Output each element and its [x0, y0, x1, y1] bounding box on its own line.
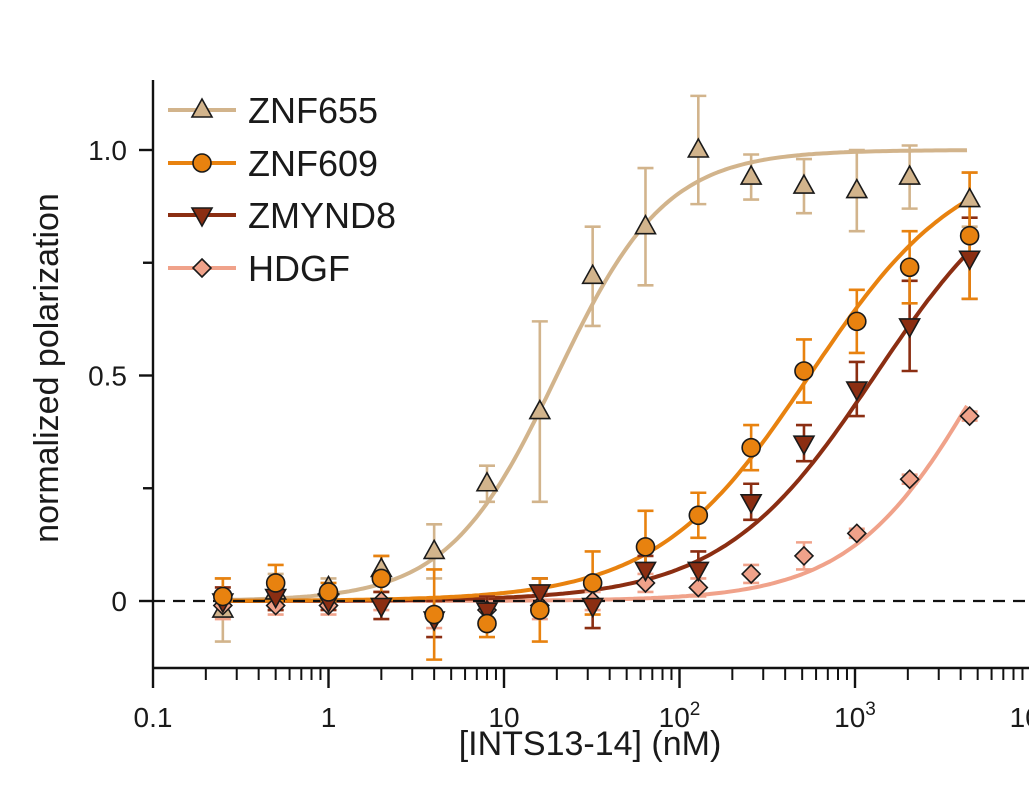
- data-point-zmynd8: [958, 250, 981, 271]
- data-point-znf655: [422, 538, 446, 560]
- data-point-hdgf: [846, 523, 867, 544]
- legend-label-hdgf: HDGF: [248, 248, 350, 289]
- y-tick-label: 0.5: [88, 361, 127, 392]
- data-point-znf609: [899, 257, 920, 278]
- data-point-zmynd8: [845, 381, 869, 402]
- data-point-hdgf: [899, 469, 920, 490]
- legend-marker-znf655: [190, 97, 214, 118]
- legend-label-znf609: ZNF609: [248, 143, 378, 184]
- data-point-znf655: [528, 398, 552, 420]
- x-tick-label: 0.1: [134, 702, 173, 733]
- data-point-zmynd8: [898, 318, 921, 339]
- data-point-znf609: [959, 225, 980, 246]
- data-point-znf609: [371, 568, 392, 589]
- legend: ZNF655 ZNF609 ZMYND8 HDGF: [168, 90, 396, 289]
- data-point-znf609: [635, 537, 656, 557]
- fit-curve-znf655: [222, 148, 968, 602]
- data-point-znf655: [958, 186, 981, 208]
- data-point-znf609: [794, 361, 814, 381]
- axes: 00.51.00.1110102103104: [88, 80, 1029, 733]
- data-point-hdgf: [959, 405, 980, 427]
- data-point-hdgf: [741, 563, 762, 585]
- data-point-zmynd8: [369, 597, 393, 619]
- fit-curve-hdgf: [222, 404, 969, 603]
- y-tick-label: 1.0: [88, 135, 127, 166]
- data-point-zmynd8: [475, 602, 499, 623]
- data-point-znf609: [847, 311, 867, 332]
- x-tick-exponent: 3: [865, 699, 876, 720]
- data-point-zmynd8: [634, 561, 657, 583]
- data-point-hdgf: [793, 545, 815, 567]
- data-point-hdgf: [635, 572, 656, 594]
- x-tick-label: 1: [321, 702, 337, 733]
- data-point-zmynd8: [528, 584, 552, 605]
- data-point-zmynd8: [792, 435, 816, 456]
- fit-curve-zmynd8: [222, 252, 969, 603]
- data-point-znf655: [845, 177, 869, 199]
- y-tick-label: 0: [111, 586, 127, 617]
- data-point-znf655: [475, 471, 499, 492]
- data-point-znf655: [898, 164, 921, 185]
- data-point-hdgf: [688, 577, 709, 598]
- data-point-znf609: [477, 613, 497, 634]
- legend-label-znf655: ZNF655: [248, 90, 378, 131]
- data-point-znf609: [582, 573, 603, 593]
- data-point-znf655: [792, 173, 816, 194]
- data-point-znf609: [741, 437, 761, 458]
- data-point-znf655: [739, 164, 763, 185]
- data-point-znf609: [688, 505, 709, 526]
- x-tick-label: 10: [488, 702, 519, 733]
- data-markers: [211, 137, 981, 634]
- data-point-znf609: [213, 586, 233, 607]
- data-point-znf655: [581, 263, 605, 285]
- data-point-znf655: [634, 214, 657, 235]
- y-axis-label: normalized polarization: [28, 193, 66, 543]
- data-point-zmynd8: [686, 561, 710, 583]
- data-point-znf655: [686, 137, 710, 158]
- data-point-znf609: [530, 600, 550, 620]
- x-tick-label: 104: [1010, 699, 1029, 733]
- data-point-znf609: [318, 582, 339, 602]
- data-point-zmynd8: [581, 597, 605, 619]
- data-point-zmynd8: [739, 493, 763, 515]
- legend-marker-hdgf: [191, 257, 213, 279]
- x-tick-exponent: 2: [690, 699, 701, 720]
- data-point-znf609: [265, 573, 286, 593]
- legend-marker-znf609: [192, 153, 212, 173]
- data-point-znf609: [424, 604, 444, 625]
- x-tick-label: 103: [834, 699, 876, 733]
- legend-label-zmynd8: ZMYND8: [248, 195, 396, 236]
- legend-marker-zmynd8: [190, 207, 214, 228]
- x-axis-label: [INTS13-14] (nM): [459, 725, 722, 763]
